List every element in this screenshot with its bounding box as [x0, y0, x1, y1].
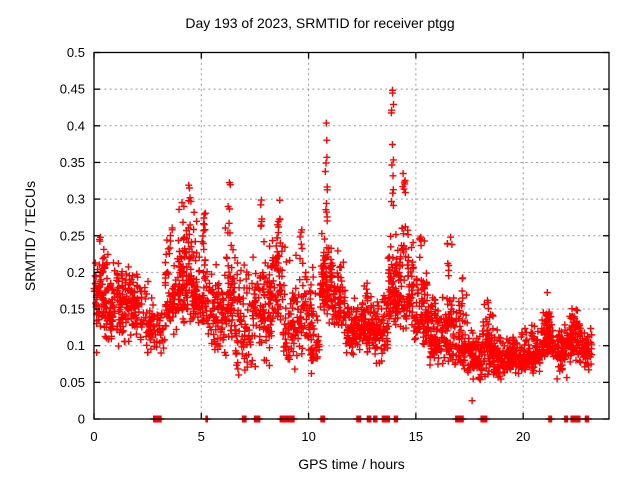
y-tick-label: 0 — [78, 412, 85, 427]
x-tick-label: 15 — [409, 429, 423, 444]
y-tick-label: 0.25 — [60, 228, 85, 243]
y-tick-label: 0.05 — [60, 375, 85, 390]
x-tick-label: 0 — [90, 429, 97, 444]
x-tick-label: 10 — [301, 429, 315, 444]
y-tick-label: 0.15 — [60, 302, 85, 317]
y-tick-label: 0.3 — [67, 192, 85, 207]
y-tick-label: 0.4 — [67, 118, 85, 133]
chart-title: Day 193 of 2023, SRMTID for receiver ptg… — [185, 15, 455, 31]
x-tick-label: 5 — [198, 429, 205, 444]
y-tick-label: 0.35 — [60, 155, 85, 170]
y-tick-label: 0.5 — [67, 45, 85, 60]
x-axis-title: GPS time / hours — [298, 456, 405, 472]
scatter-points — [90, 86, 596, 423]
y-tick-label: 0.45 — [60, 82, 85, 97]
y-tick-label: 0.1 — [67, 338, 85, 353]
y-tick-label: 0.2 — [67, 265, 85, 280]
x-tick-label: 20 — [516, 429, 530, 444]
